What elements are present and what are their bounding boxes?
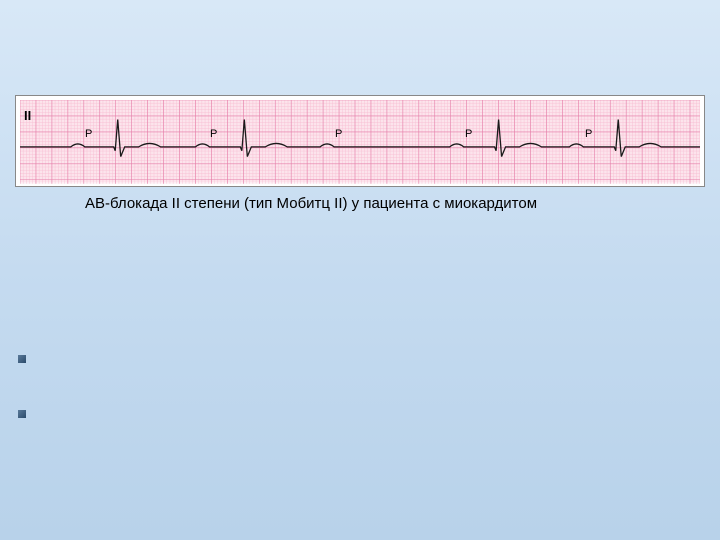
caption-text: АВ-блокада II степени (тип Мобитц II) у … [85,195,537,212]
list-bullet [18,410,26,418]
p-wave-label: P [585,128,592,140]
ecg-strip: II P P P P P [20,100,700,182]
p-wave-label: P [210,128,217,140]
p-wave-label: P [335,128,342,140]
p-wave-label: P [85,128,92,140]
list-bullet [18,355,26,363]
lead-label: II [24,108,31,123]
ecg-container: II P P P P P [15,95,705,187]
ecg-waveform [20,100,700,182]
p-wave-label: P [465,128,472,140]
